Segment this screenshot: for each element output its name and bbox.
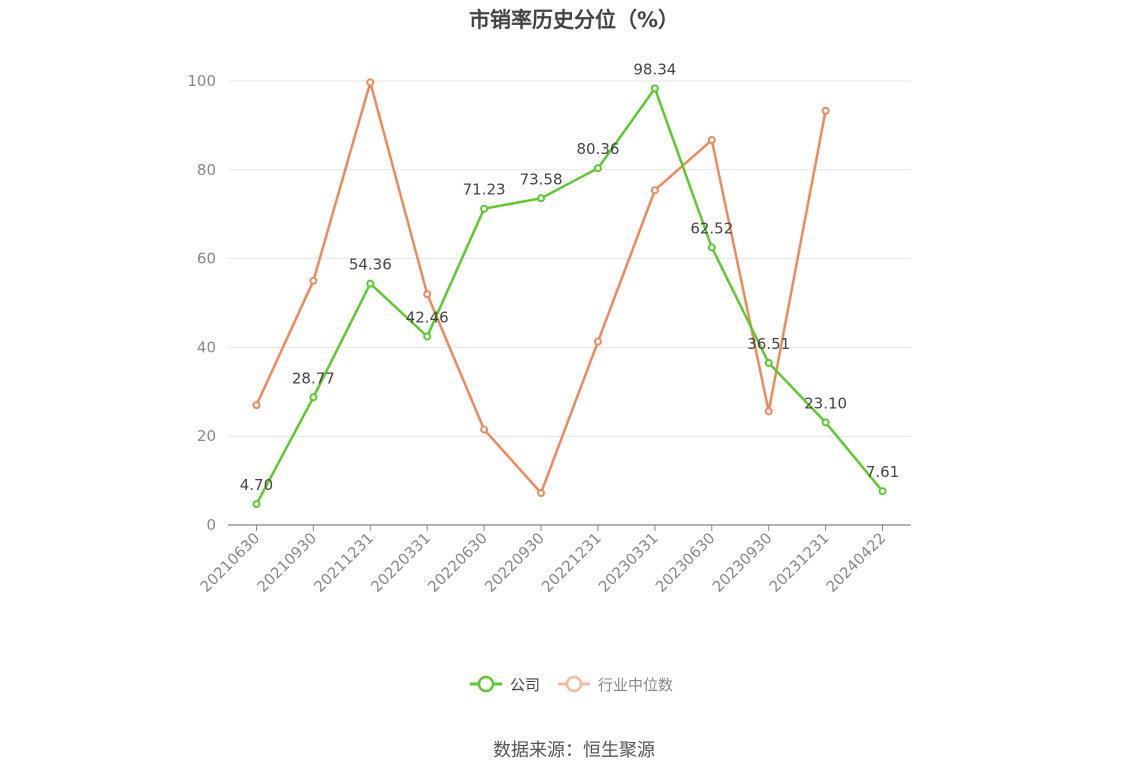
x-tick-label: 20220930 (481, 529, 548, 596)
x-tick-label: 20230630 (652, 529, 719, 596)
data-label: 36.51 (747, 335, 790, 353)
chart-title: 市销率历史分位（%） (468, 8, 680, 32)
data-point-industry (707, 136, 716, 145)
y-tick-label: 0 (206, 516, 216, 534)
x-tick-label: 20230331 (595, 529, 662, 596)
x-tick-label: 20220630 (424, 529, 491, 596)
data-point-company (309, 393, 318, 402)
data-label: 71.23 (463, 181, 506, 199)
legend-item-company[interactable]: 公司 (510, 676, 540, 694)
data-point-company (252, 500, 261, 509)
legend-marker[interactable] (565, 675, 583, 693)
data-label: 73.58 (520, 170, 563, 188)
data-label: 23.10 (804, 394, 847, 412)
data-label: 42.46 (406, 308, 449, 326)
data-point-industry (764, 407, 773, 416)
data-point-company (878, 487, 887, 496)
data-label: 4.70 (240, 476, 273, 494)
y-tick-label: 100 (187, 72, 216, 90)
data-point-industry (366, 78, 375, 87)
y-tick-label: 20 (197, 427, 216, 445)
data-label: 80.36 (576, 140, 619, 158)
x-tick-label: 20211231 (310, 529, 377, 596)
data-point-industry (593, 337, 602, 346)
data-point-industry (821, 106, 830, 115)
data-point-company (650, 84, 659, 93)
data-label: 54.36 (349, 256, 392, 274)
x-tick-label: 20210930 (253, 529, 320, 596)
data-label: 98.34 (633, 60, 676, 78)
data-point-industry (650, 186, 659, 195)
data-point-industry (537, 489, 546, 498)
series-line-industry (255, 81, 827, 495)
x-tick-label: 20221231 (538, 529, 605, 596)
x-tick-label: 20240422 (823, 529, 890, 596)
y-tick-label: 60 (197, 250, 216, 268)
data-label: 28.77 (292, 369, 335, 387)
x-tick-label: 20220331 (367, 529, 434, 596)
legend-marker[interactable] (477, 675, 495, 693)
data-point-industry (423, 290, 432, 299)
y-tick-label: 40 (197, 338, 216, 356)
data-point-industry (252, 401, 261, 410)
data-point-industry (309, 276, 318, 285)
x-tick-label: 20230930 (709, 529, 776, 596)
data-point-company (480, 204, 489, 213)
legend-item-industry[interactable]: 行业中位数 (598, 676, 673, 694)
data-point-company (366, 279, 375, 288)
data-point-company (707, 243, 716, 252)
data-point-company (764, 358, 773, 367)
y-tick-label: 80 (197, 161, 216, 179)
x-tick-label: 20231231 (766, 529, 833, 596)
data-point-company (821, 418, 830, 427)
x-tick-label: 20210630 (197, 529, 264, 596)
source-note: 数据来源：恒生聚源 (493, 740, 655, 761)
series-line-company (255, 87, 884, 505)
data-label: 62.52 (690, 219, 733, 237)
data-point-company (423, 332, 432, 341)
data-point-company (593, 164, 602, 173)
data-label: 7.61 (866, 463, 899, 481)
data-point-company (537, 194, 546, 203)
data-point-industry (480, 425, 489, 434)
